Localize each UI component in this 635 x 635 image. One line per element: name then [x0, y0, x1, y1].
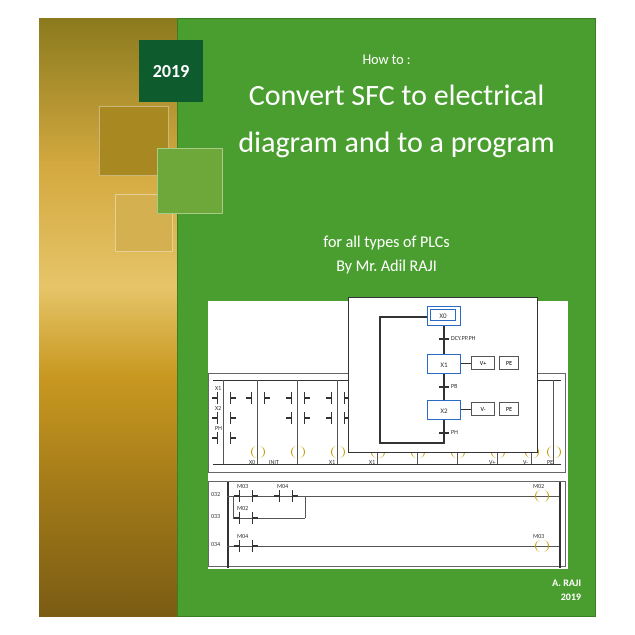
- contact-label: M02: [237, 504, 248, 512]
- ladder1-label: X1: [215, 384, 221, 392]
- ladder1-label: X2: [215, 404, 221, 412]
- diagram-composite: X0 DCY.PP.PH X1 V+ PE PB X2 V- PE: [208, 301, 568, 569]
- ladder1-label: PH: [215, 424, 222, 432]
- ladder1-coil-label: X1: [329, 458, 335, 466]
- ladder1-coil-label: PE: [547, 458, 553, 466]
- sfc-step-x0: X0: [427, 306, 461, 326]
- subtitle-line1: for all types of PLCs: [323, 233, 449, 252]
- author-year: 2019: [561, 590, 581, 603]
- plc-ladder-diagram: 032 M03 M04 M02 M02 033 034 M04: [208, 481, 566, 567]
- rung-addr: 033: [211, 512, 220, 520]
- deco-square-2: [157, 148, 223, 214]
- subtitle: for all types of PLCs By Mr. Adil RAJI: [178, 231, 595, 279]
- rung-addr: 032: [211, 490, 220, 498]
- author-corner: A. RAJI 2019: [552, 576, 581, 604]
- ladder1-coil-label: X0: [249, 458, 255, 466]
- author-name: A. RAJI: [552, 576, 581, 589]
- contact-label: M03: [237, 482, 248, 490]
- sfc-transition-1: PB: [451, 382, 457, 390]
- sfc-action-pe1: PE: [499, 356, 519, 370]
- contact-label: M04: [237, 532, 248, 540]
- sfc-transition-0: DCY.PP.PH: [451, 334, 475, 342]
- sfc-action-pe2: PE: [499, 402, 519, 416]
- sfc-step-x1: X1: [427, 354, 461, 374]
- main-title: Convert SFC to electrical diagram and to…: [178, 73, 595, 166]
- coil-label: M03: [533, 532, 544, 540]
- ladder1-coil-label: V+: [489, 458, 495, 466]
- sfc-transition-2: PH: [451, 428, 458, 436]
- coil-label: M02: [533, 482, 544, 490]
- ladder1-coil-label: V-: [523, 458, 528, 466]
- book-cover: How to : Convert SFC to electrical diagr…: [39, 18, 596, 617]
- ladder1-coil-label: INIT: [269, 458, 279, 466]
- ladder1-coil-label: X1: [369, 458, 375, 466]
- rung-addr: 034: [211, 540, 220, 548]
- howto-label: How to :: [178, 51, 595, 68]
- year-badge: 2019: [139, 40, 203, 102]
- subtitle-line2: By Mr. Adil RAJI: [336, 257, 437, 276]
- sfc-diagram: X0 DCY.PP.PH X1 V+ PE PB X2 V- PE: [348, 297, 538, 453]
- sfc-action-vminus: V-: [471, 402, 495, 416]
- sfc-step-x0-inner: X0: [430, 309, 456, 321]
- contact-label: M04: [277, 482, 288, 490]
- green-panel: How to : Convert SFC to electrical diagr…: [177, 18, 596, 617]
- sfc-action-vplus: V+: [471, 356, 495, 370]
- sfc-step-x2: X2: [427, 400, 461, 420]
